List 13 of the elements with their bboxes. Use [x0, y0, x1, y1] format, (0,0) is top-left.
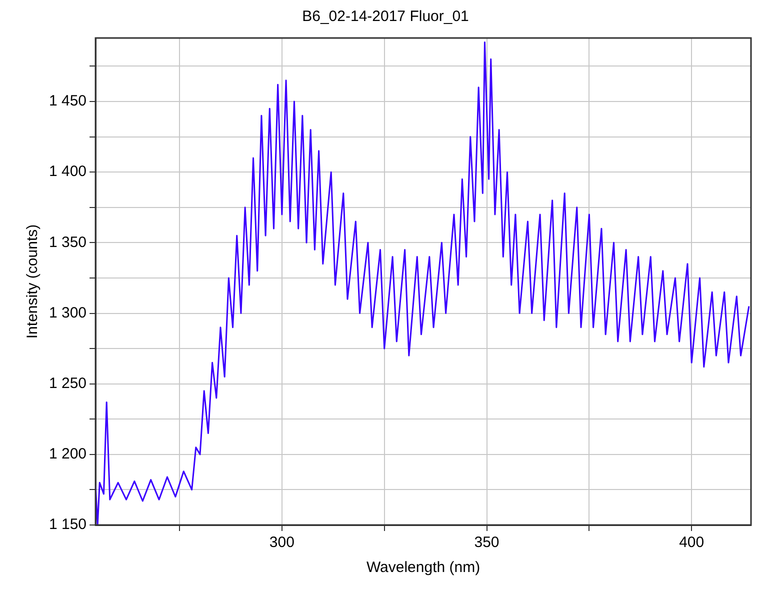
y-tick-label: 1 200 — [48, 446, 87, 463]
x-axis-title: Wavelength (nm) — [366, 559, 480, 576]
y-tick-label: 1 350 — [48, 234, 87, 251]
y-tick-label: 1 250 — [48, 374, 87, 392]
x-tick-label: 300 — [269, 534, 294, 552]
x-tick-label: 350 — [474, 534, 500, 552]
chart-title: B6_02-14-2017 Fluor_01 — [302, 8, 469, 26]
y-axis-title: Intensity (counts) — [24, 224, 42, 339]
y-tick-label: 1 400 — [48, 163, 87, 180]
y-tick-label: 1 450 — [48, 92, 87, 110]
y-tick-label: 1 150 — [48, 516, 87, 534]
x-tick-label: 400 — [679, 534, 704, 552]
y-tick-label: 1 300 — [48, 304, 87, 322]
